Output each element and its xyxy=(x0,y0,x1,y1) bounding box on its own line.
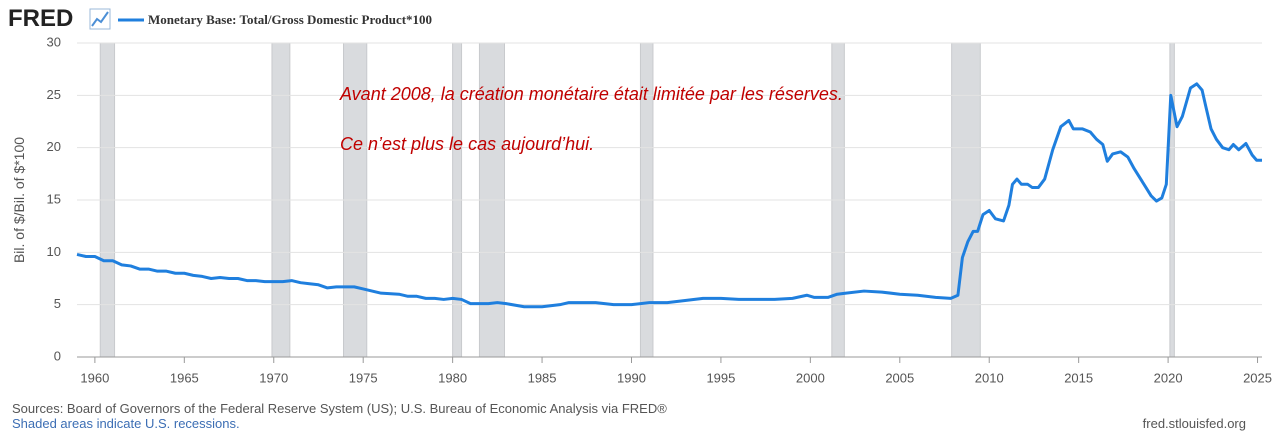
x-tick-label: 2015 xyxy=(1064,370,1093,385)
x-tick-label: 1990 xyxy=(617,370,646,385)
x-tick-label: 1965 xyxy=(170,370,199,385)
x-tick-label: 1995 xyxy=(706,370,735,385)
x-tick-label: 1970 xyxy=(259,370,288,385)
y-tick-label: 30 xyxy=(47,34,61,49)
y-tick-label: 25 xyxy=(47,87,61,102)
x-tick-label: 2025 xyxy=(1243,370,1272,385)
logo-icon xyxy=(89,8,111,30)
y-tick-label: 0 xyxy=(54,348,61,363)
source: Sources: Board of Governors of the Feder… xyxy=(12,401,667,416)
y-tick-label: 20 xyxy=(47,139,61,154)
annotation: Ce n’est plus le cas aujourd’hui. xyxy=(340,134,594,154)
series-line xyxy=(76,82,1262,309)
x-tick-label: 1960 xyxy=(80,370,109,385)
x-tick-label: 2000 xyxy=(796,370,825,385)
annotation: Avant 2008, la création monétaire était … xyxy=(339,84,843,104)
x-tick-label: 2010 xyxy=(975,370,1004,385)
y-tick-label: 5 xyxy=(54,296,61,311)
logo: FRED xyxy=(8,5,73,32)
y-axis-label: Bil. of $/Bil. of $*100 xyxy=(11,137,27,263)
y-tick-label: 15 xyxy=(47,191,61,206)
y-tick-label: 10 xyxy=(47,244,61,259)
legend-label: Monetary Base: Total/Gross Domestic Prod… xyxy=(148,12,432,27)
recession-note: Shaded areas indicate U.S. recessions. xyxy=(12,416,240,431)
x-tick-label: 2020 xyxy=(1154,370,1183,385)
url: fred.stlouisfed.org xyxy=(1143,416,1246,431)
x-tick-label: 1975 xyxy=(349,370,378,385)
x-tick-label: 2005 xyxy=(885,370,914,385)
x-tick-label: 1980 xyxy=(438,370,467,385)
x-tick-label: 1985 xyxy=(528,370,557,385)
